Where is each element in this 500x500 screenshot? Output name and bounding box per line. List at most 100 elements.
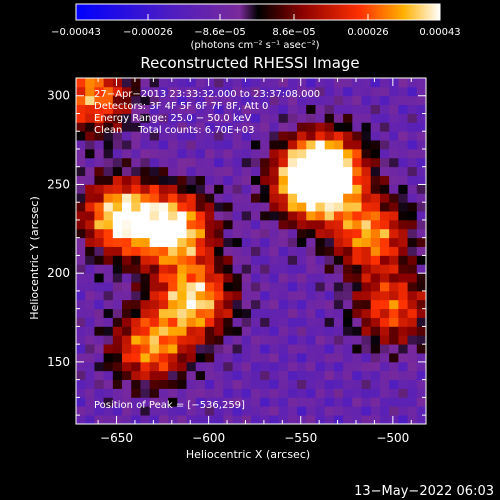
heatmap-cell: [122, 415, 132, 425]
heatmap-cell: [94, 397, 105, 407]
heatmap-cell: [149, 113, 160, 123]
heatmap-cell: [297, 415, 307, 425]
heatmap-cell: [315, 211, 326, 221]
heatmap-cell: [85, 406, 95, 416]
heatmap-cell: [398, 361, 408, 372]
heatmap-cell: [251, 397, 261, 407]
heatmap-cell: [204, 361, 215, 372]
heatmap-cell: [333, 122, 344, 132]
heatmap-cell: [398, 326, 408, 336]
heatmap-cell: [407, 317, 418, 327]
heatmap-cell: [186, 415, 197, 425]
heatmap-cell: [122, 273, 132, 283]
heatmap-cell: [195, 344, 206, 354]
heatmap-cell: [241, 273, 252, 283]
heatmap-cell: [352, 131, 362, 141]
heatmap-cell: [85, 202, 95, 212]
heatmap-cell: [186, 397, 197, 407]
heatmap-cell: [352, 202, 362, 212]
heatmap-cell: [204, 211, 215, 221]
heatmap-cell: [251, 264, 261, 274]
heatmap-cell: [287, 370, 298, 381]
heatmap-cell: [260, 193, 270, 203]
heatmap-cell: [361, 211, 372, 221]
heatmap-cell: [214, 344, 224, 354]
heatmap-cell: [407, 353, 418, 363]
heatmap-cell: [204, 388, 215, 398]
heatmap-cell: [370, 104, 381, 114]
heatmap-cell: [343, 264, 353, 274]
heatmap-cell: [324, 388, 335, 398]
heatmap-cell: [223, 290, 233, 301]
heatmap-cell: [269, 290, 280, 301]
heatmap-cell: [168, 157, 178, 168]
heatmap-cell: [287, 397, 298, 407]
heatmap-cell: [177, 219, 187, 230]
heatmap-cell: [370, 406, 381, 416]
heatmap-cell: [343, 157, 353, 168]
heatmap-cell: [214, 202, 224, 212]
heatmap-cell: [214, 290, 224, 301]
heatmap-cell: [306, 326, 316, 336]
heatmap-cell: [379, 157, 390, 168]
heatmap-cell: [76, 344, 86, 354]
heatmap-cell: [333, 388, 344, 398]
heatmap-cell: [131, 95, 141, 106]
heatmap-cell: [94, 299, 105, 310]
heatmap-cell: [158, 290, 169, 301]
heatmap-cell: [315, 131, 326, 141]
heatmap-cell: [186, 264, 197, 274]
heatmap-cell: [214, 122, 224, 132]
heatmap-cell: [204, 237, 215, 247]
heatmap-cell: [251, 308, 261, 318]
heatmap-cell: [223, 255, 233, 265]
heatmap-cell: [379, 86, 390, 97]
heatmap-cell: [195, 113, 206, 123]
heatmap-cell: [306, 140, 316, 150]
heatmap-cell: [149, 246, 160, 256]
heatmap-cell: [232, 193, 243, 203]
heatmap-cell: [407, 282, 418, 292]
heatmap-cell: [94, 140, 105, 150]
heatmap-cell: [214, 228, 224, 239]
heatmap-cell: [287, 353, 298, 363]
heatmap-cell: [297, 175, 307, 185]
heatmap-cell: [297, 370, 307, 381]
heatmap-cell: [177, 273, 187, 283]
heatmap-cell: [140, 78, 151, 88]
heatmap-cell: [186, 175, 197, 185]
heatmap-cell: [112, 228, 123, 239]
heatmap-cell: [131, 157, 141, 168]
heatmap-cell: [168, 237, 178, 247]
heatmap-cell: [315, 353, 326, 363]
heatmap-cell: [315, 273, 326, 283]
heatmap-cell: [241, 361, 252, 372]
heatmap-cell: [407, 78, 418, 88]
heatmap-cell: [343, 166, 353, 176]
heatmap-cell: [85, 415, 95, 425]
heatmap-cell: [186, 353, 197, 363]
heatmap-cell: [315, 237, 326, 247]
heatmap-cell: [158, 202, 169, 212]
heatmap-cell: [204, 122, 215, 132]
heatmap-cell: [76, 246, 86, 256]
heatmap-cell: [112, 78, 123, 88]
heatmap-cell: [223, 193, 233, 203]
heatmap-cell: [306, 406, 316, 416]
heatmap-cell: [103, 193, 114, 203]
heatmap-cell: [195, 246, 206, 256]
heatmap-cell: [122, 326, 132, 336]
heatmap-cell: [232, 379, 243, 389]
heatmap-cell: [297, 131, 307, 141]
heatmap-cell: [149, 282, 160, 292]
heatmap-cell: [177, 397, 187, 407]
heatmap-cell: [223, 184, 233, 194]
heatmap-cell: [140, 264, 151, 274]
heatmap-cell: [287, 122, 298, 132]
heatmap-cell: [195, 175, 206, 185]
heatmap-cell: [370, 131, 381, 141]
heatmap-cell: [186, 95, 197, 106]
heatmap-cell: [214, 157, 224, 168]
heatmap-cell: [278, 211, 289, 221]
